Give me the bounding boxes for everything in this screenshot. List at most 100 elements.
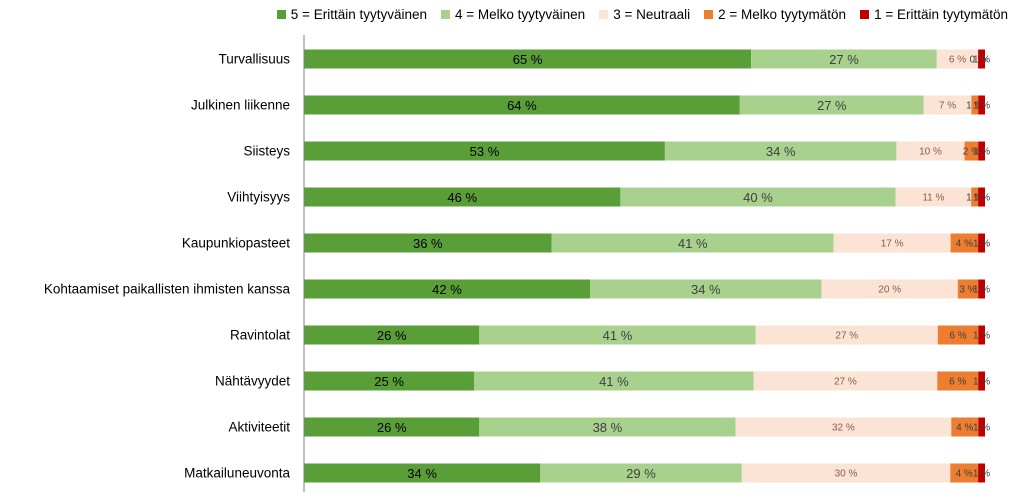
category-label: Turvallisuus (218, 51, 290, 67)
data-label: 1 % (973, 239, 990, 250)
legend-swatch (860, 10, 870, 19)
legend-label: 1 = Erittäin tyytymätön (874, 7, 1008, 22)
data-label: 1 % (973, 423, 990, 434)
bar-segment (751, 49, 937, 69)
bar-segment (937, 325, 979, 345)
bar-segment (540, 463, 742, 483)
data-label: 11 % (922, 193, 944, 204)
data-label: 1 % (973, 469, 990, 480)
data-label: 38 % (593, 420, 623, 435)
bar-segment (755, 325, 938, 345)
bar-segment (735, 417, 952, 437)
data-label: 1 % (973, 193, 990, 204)
bar-segment (304, 417, 480, 437)
data-label: 29 % (626, 466, 656, 481)
category-label: Nähtävyydet (214, 373, 290, 389)
bar-segment (551, 233, 834, 253)
data-label: 26 % (377, 328, 407, 343)
bar-segment (978, 233, 985, 253)
data-label: 4 % (956, 469, 973, 480)
data-label: 1 % (973, 285, 990, 296)
data-label: 6 % (949, 377, 966, 388)
data-label: 26 % (377, 420, 407, 435)
data-label: 32 % (832, 423, 855, 434)
data-label: 6 % (949, 331, 966, 342)
legend-label: 5 = Erittäin tyytyväinen (290, 7, 427, 22)
bar-segment (664, 141, 897, 161)
data-label: 46 % (447, 190, 477, 205)
bar-segment (590, 279, 822, 299)
bar-segment (739, 95, 924, 115)
bar-segment (304, 49, 752, 69)
data-label: 1 % (973, 377, 990, 388)
category-label: Aktiviteetit (228, 419, 290, 435)
legend-swatch (441, 10, 450, 19)
bar-segment (978, 417, 985, 437)
data-label: 27 % (829, 52, 859, 67)
bar-segment (978, 95, 985, 115)
data-label: 27 % (835, 331, 858, 342)
data-label: 41 % (603, 328, 633, 343)
legend-swatch (599, 10, 609, 19)
bar-segment (753, 371, 938, 391)
bar-segment (895, 187, 972, 207)
bar-segment (304, 325, 480, 345)
data-label: 53 % (470, 144, 500, 159)
category-label: Ravintolat (229, 327, 290, 343)
bar-segment (304, 187, 621, 207)
data-label: 40 % (743, 190, 773, 205)
legend-swatch (276, 10, 286, 19)
data-label: 1 % (966, 101, 983, 112)
category-label: Matkailuneuvonta (184, 465, 290, 481)
data-label: 27 % (834, 377, 857, 388)
bar-segment (479, 325, 756, 345)
data-label: 30 % (835, 469, 858, 480)
bar-segment (957, 279, 979, 299)
bar-segment (304, 141, 665, 161)
category-label: Viihtyisyys (227, 189, 290, 205)
category-label: Kohtaamiset paikallisten ihmisten kanssa (43, 281, 290, 297)
bar-segment (620, 187, 896, 207)
bar-segment (978, 463, 985, 483)
bar-segment (304, 371, 475, 391)
bar-segment (936, 49, 979, 69)
data-label: 6 % (949, 55, 966, 66)
bar-segment (479, 417, 736, 437)
legend-item: 4 = Melko tyytyväinen (441, 7, 585, 22)
data-label: 34 % (766, 144, 796, 159)
bar-segment (978, 371, 985, 391)
data-label: 1 % (973, 55, 990, 66)
bar-segment (833, 233, 951, 253)
legend-label: 4 = Melko tyytyväinen (455, 7, 586, 22)
bar-segment (971, 95, 979, 115)
data-label: 27 % (817, 98, 847, 113)
data-label: 17 % (881, 239, 904, 250)
bar-segment (951, 417, 979, 437)
legend-label: 2 = Melko tyytymätön (718, 7, 847, 22)
legend-item: 3 = Neutraali (599, 7, 690, 22)
legend-item: 1 = Erittäin tyytymätön (860, 7, 1008, 22)
bar-segment (474, 371, 754, 391)
bar-segment (937, 371, 979, 391)
data-label: 7 % (939, 101, 956, 112)
legend-label: 3 = Neutraali (613, 7, 691, 22)
data-label: 1 % (973, 331, 990, 342)
data-label: 64 % (507, 98, 537, 113)
data-label: 1 % (973, 101, 990, 112)
bar-segment (923, 95, 972, 115)
data-label: 42 % (432, 282, 462, 297)
data-label: 65 % (513, 52, 543, 67)
data-label: 4 % (956, 423, 973, 434)
bar-segment (304, 463, 541, 483)
bar-segment (304, 233, 552, 253)
bar-segment (971, 187, 979, 207)
bar-segment (978, 187, 985, 207)
legend-swatch (704, 10, 714, 19)
data-label: 3 % (959, 285, 976, 296)
bar-segment (978, 325, 985, 345)
bar-segment (950, 233, 979, 253)
data-label: 25 % (374, 374, 404, 389)
bar-segment (896, 141, 965, 161)
bar-segment (964, 141, 979, 161)
